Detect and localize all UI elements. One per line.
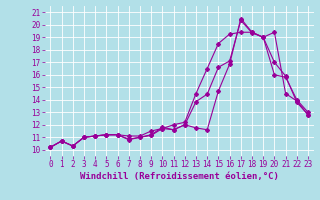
X-axis label: Windchill (Refroidissement éolien,°C): Windchill (Refroidissement éolien,°C): [80, 172, 279, 181]
